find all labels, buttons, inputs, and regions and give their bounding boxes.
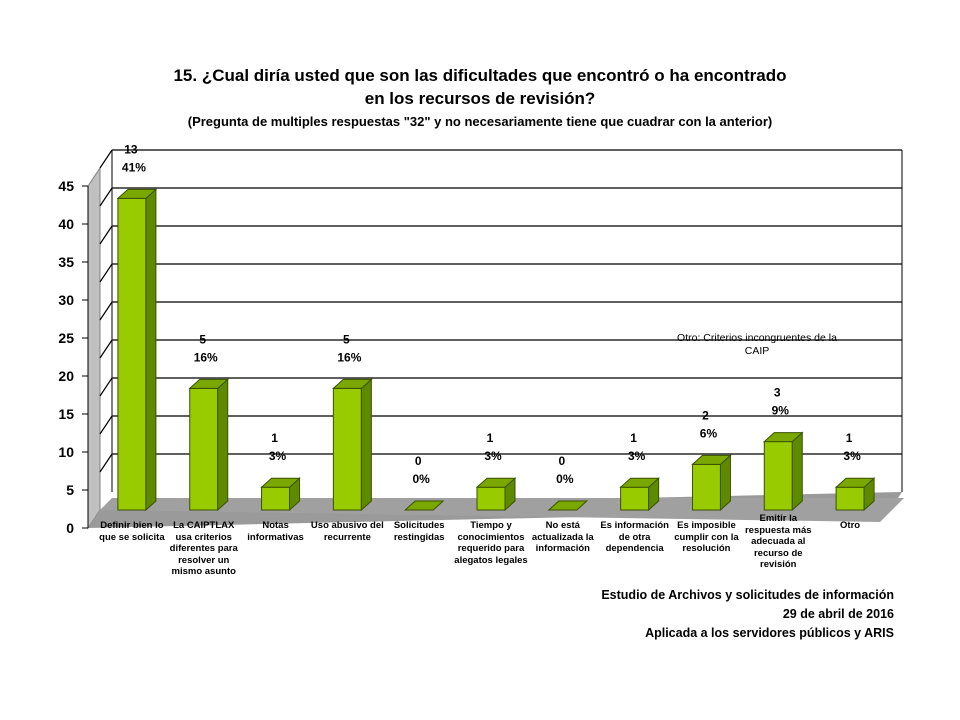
gridline-diagonal xyxy=(99,377,113,397)
bar-top xyxy=(475,477,517,488)
y-tick-label: 40 xyxy=(58,216,74,232)
bar xyxy=(620,486,650,511)
bar-side xyxy=(217,378,229,512)
bar-side xyxy=(791,431,803,512)
bar-top xyxy=(332,378,373,389)
data-label-percent: 0% xyxy=(556,472,574,486)
data-label-percent: 3% xyxy=(484,449,502,463)
gridline-diagonal xyxy=(99,415,113,435)
footer-line3: Aplicada a los servidores públicos y ARI… xyxy=(645,626,894,640)
x-category-label: La CAIPTLAX usa criterios diferentes par… xyxy=(169,520,238,577)
bar xyxy=(189,387,219,511)
x-category-label: Otro xyxy=(840,520,861,531)
footer-line2: 29 de abril de 2016 xyxy=(782,607,894,621)
data-label-percent: 41% xyxy=(122,160,146,174)
data-label-count: 5 xyxy=(199,332,206,346)
gridline-diagonal xyxy=(99,149,113,169)
y-tick-label: 30 xyxy=(58,292,74,308)
gridline-diagonal xyxy=(99,339,113,359)
data-label-count: 1 xyxy=(846,431,853,445)
bar xyxy=(476,486,506,511)
data-label-percent: 0% xyxy=(413,472,431,486)
data-label-count: 0 xyxy=(415,454,422,468)
bar-top xyxy=(691,454,732,465)
bar xyxy=(117,197,147,511)
gridline-diagonal xyxy=(99,225,113,245)
bar xyxy=(691,463,721,511)
data-label-percent: 16% xyxy=(194,350,218,364)
x-category-label: Es imposible cumplir con la resolución xyxy=(674,520,739,554)
chart-subtitle: (Pregunta de multiples respuestas "32" y… xyxy=(187,114,773,129)
bar xyxy=(332,387,362,511)
chart-note: Otro: Criterios incongruentes de la xyxy=(677,332,837,344)
y-tick-label: 15 xyxy=(58,406,74,422)
y-tick-label: 0 xyxy=(66,520,74,536)
x-category-label: Notas informativas xyxy=(247,520,304,543)
bar-top xyxy=(403,500,445,511)
footer-line1: Estudio de Archivos y solicitudes de inf… xyxy=(601,588,894,602)
data-label-count: 1 xyxy=(487,431,494,445)
data-label-count: 13 xyxy=(124,142,138,156)
y-tick-label: 5 xyxy=(66,482,74,498)
data-label-count: 5 xyxy=(343,332,350,346)
chart-title-line2: en los recursos de revisión? xyxy=(364,89,596,108)
data-label-percent: 9% xyxy=(772,404,790,418)
data-label-count: 3 xyxy=(774,386,781,400)
gridline-diagonal xyxy=(99,301,113,321)
bar-top xyxy=(762,432,804,443)
data-label-count: 0 xyxy=(558,454,565,468)
data-label-percent: 3% xyxy=(269,449,287,463)
data-label-count: 1 xyxy=(630,431,637,445)
bar-top xyxy=(116,188,158,199)
x-category-label: Es información de otra dependencia xyxy=(600,520,669,554)
bar-side xyxy=(145,188,157,512)
chart-note-line2: CAIP xyxy=(745,345,770,357)
x-category-label: Emitir la respuesta más adecuada al recu… xyxy=(744,513,812,570)
x-category-label: Tiempo y conocimientos requerido para al… xyxy=(454,520,528,566)
y-tick-label: 45 xyxy=(58,178,74,194)
y-tick-label: 25 xyxy=(58,330,74,346)
bar-top xyxy=(547,500,589,511)
bar xyxy=(261,486,291,511)
data-label-percent: 6% xyxy=(700,426,718,440)
data-label-count: 2 xyxy=(702,408,709,422)
data-label-percent: 16% xyxy=(337,350,361,364)
bar-top xyxy=(834,477,876,488)
bar xyxy=(835,486,865,511)
gridline-diagonal xyxy=(99,263,113,283)
data-label-count: 1 xyxy=(271,431,278,445)
data-label-percent: 3% xyxy=(628,449,646,463)
data-label-percent: 3% xyxy=(843,449,861,463)
y-tick-label: 35 xyxy=(58,254,74,270)
bar-top xyxy=(260,477,301,488)
gridline-diagonal xyxy=(99,453,113,473)
x-category-label: No está actualizada la información xyxy=(531,520,594,554)
bar xyxy=(763,441,793,511)
gridline-diagonal xyxy=(99,187,113,207)
x-category-label: Solicitudes restingidas xyxy=(393,520,445,543)
y-tick-label: 10 xyxy=(58,444,74,460)
x-category-label: Uso abusivo del recurrente xyxy=(310,520,384,543)
chart-title-line1: 15. ¿Cual diría usted que son las dificu… xyxy=(173,66,787,85)
y-tick-label: 20 xyxy=(58,368,74,384)
bar-top xyxy=(619,477,660,488)
bar-top xyxy=(188,378,230,389)
bar-side xyxy=(360,378,372,512)
chart-side-wall xyxy=(87,166,101,530)
chart-back-wall xyxy=(100,150,902,510)
x-category-label: Definir bien lo que se solicita xyxy=(99,520,165,543)
